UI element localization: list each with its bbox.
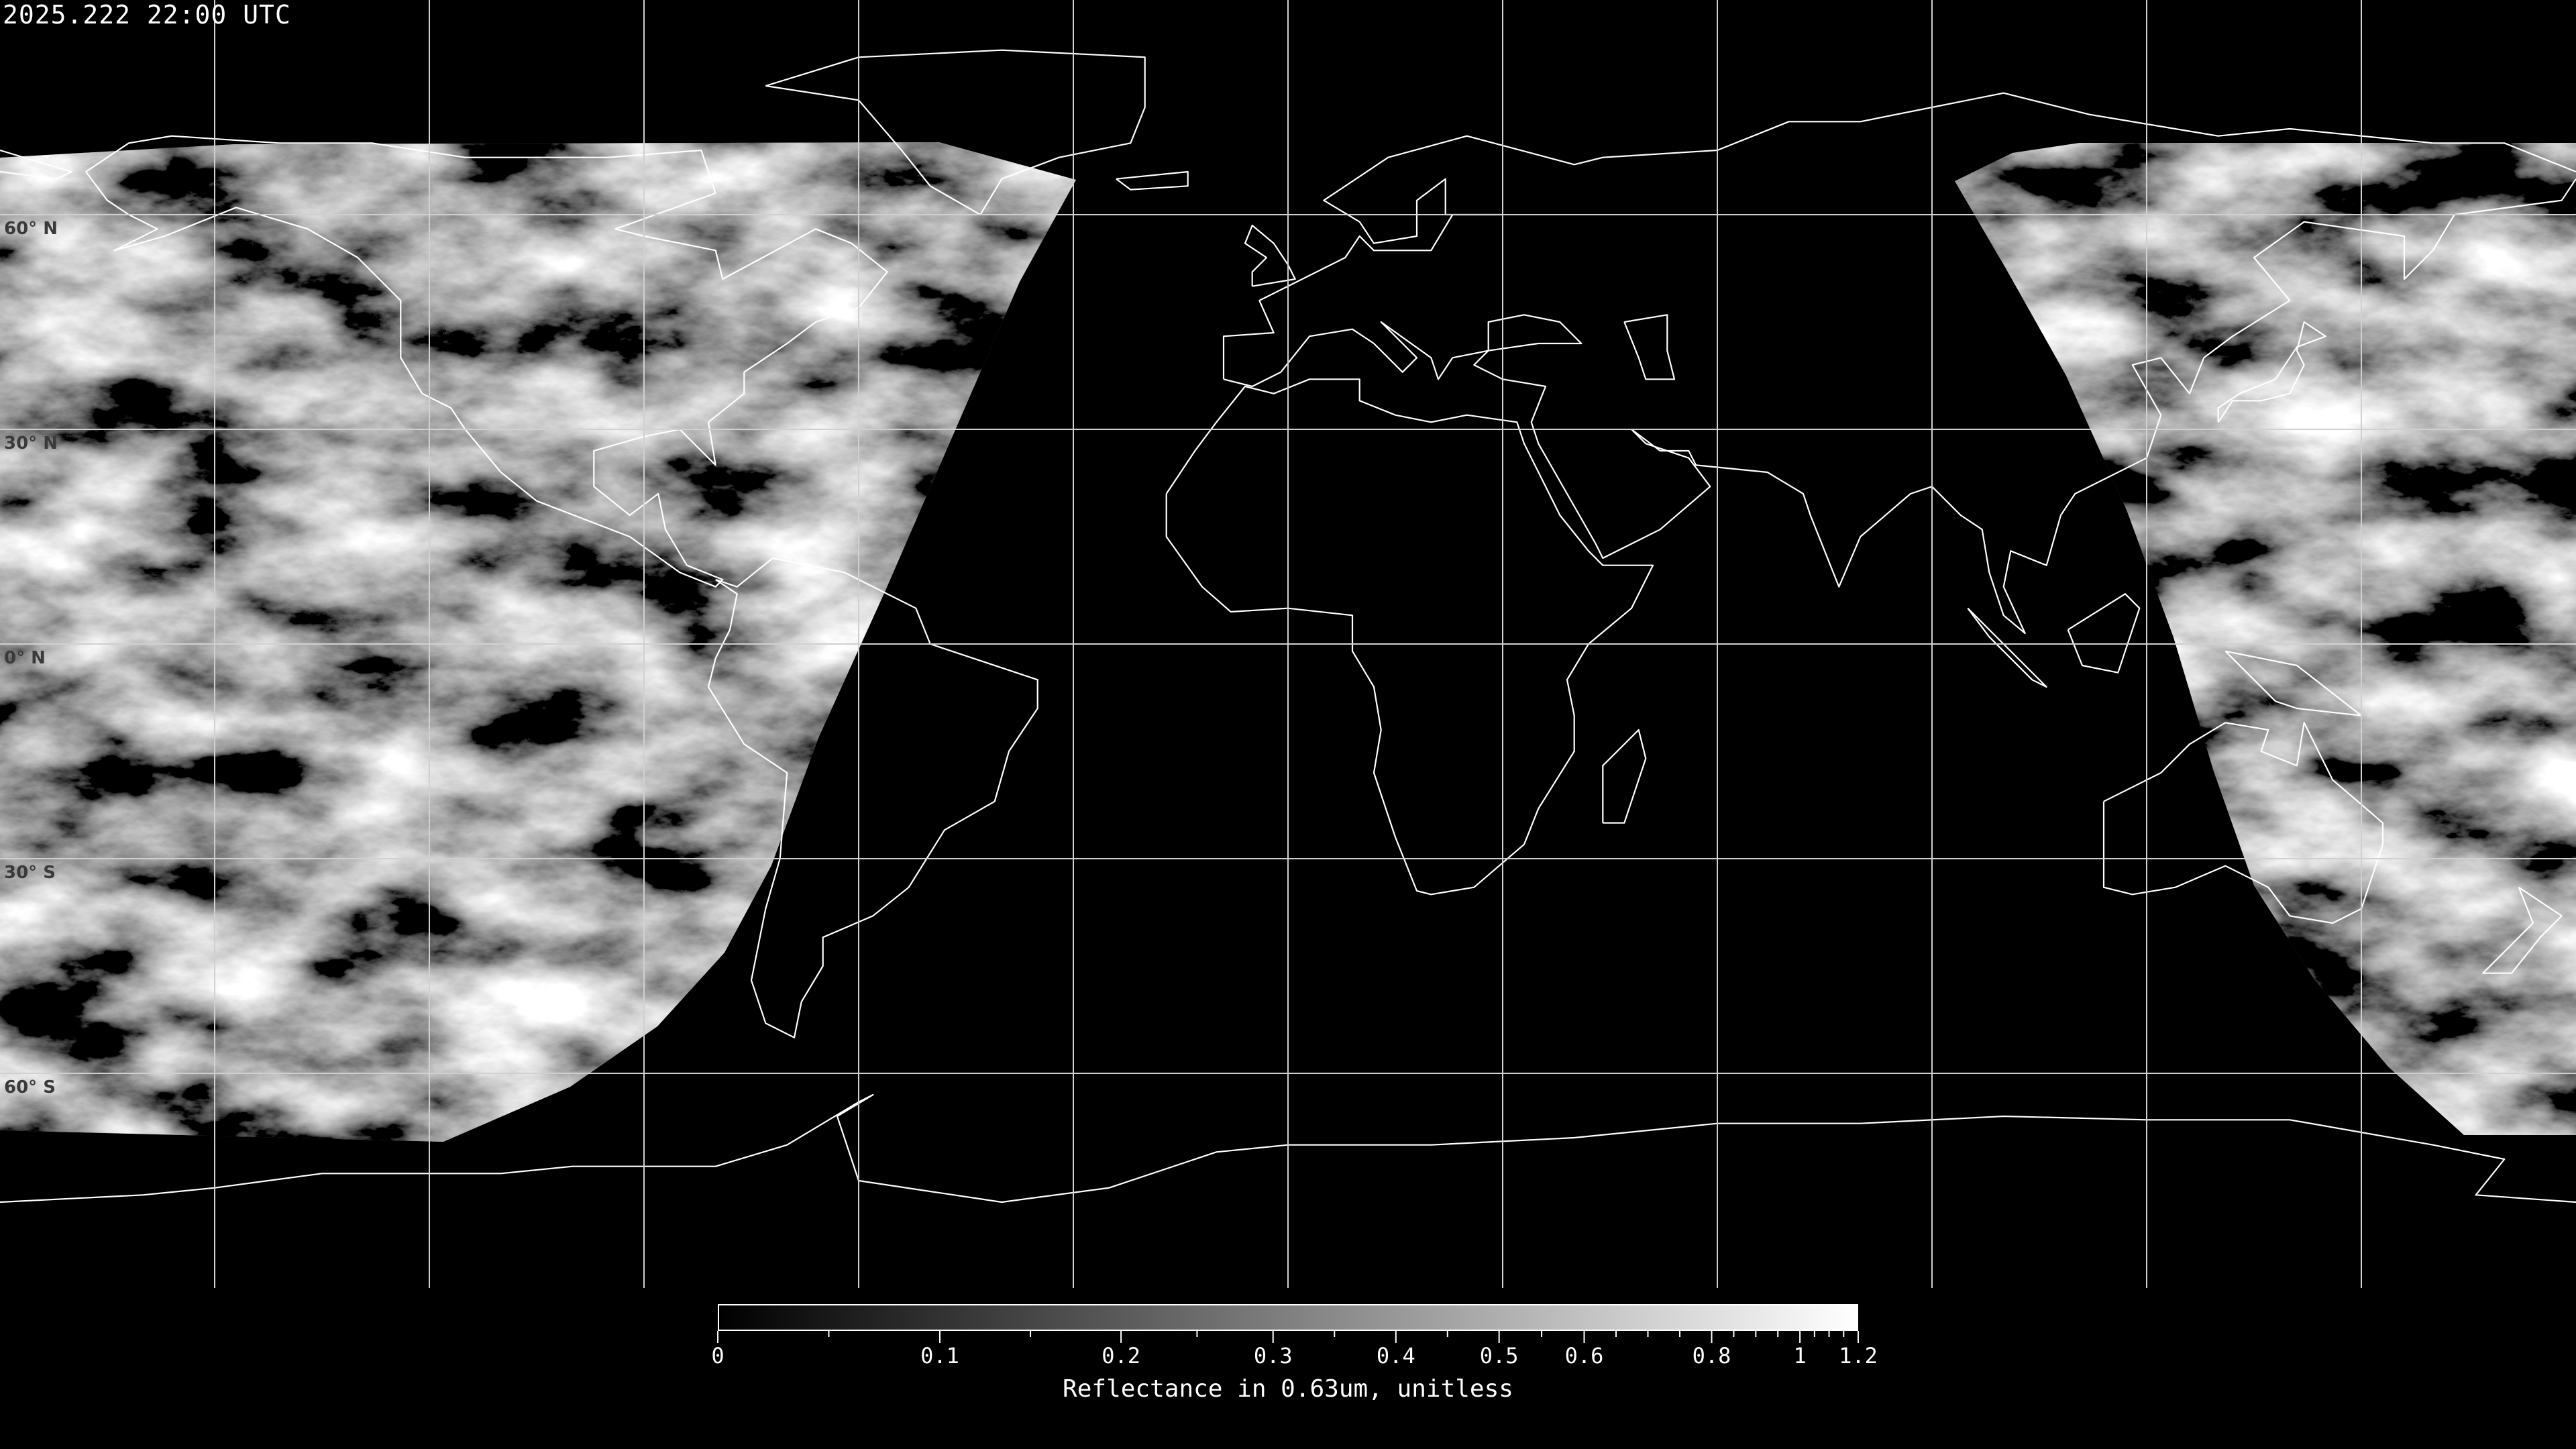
colorbar-tick-label: 0.4 [1376, 1343, 1415, 1368]
coastline-borneo [2067, 593, 2141, 674]
coastline-japan [2217, 321, 2326, 423]
coastline-new-zealand [2482, 886, 2563, 974]
colorbar-tick-label: 0.6 [1564, 1343, 1604, 1368]
timestamp-title: 2025.222 22:00 UTC [3, 0, 291, 30]
colorbar-tick-label: 1.2 [1839, 1343, 1878, 1368]
graticule [0, 0, 2576, 1288]
coastline-australia [2102, 722, 2384, 924]
coastlines [0, 49, 2576, 1203]
coastline-black-sea [1487, 314, 1582, 352]
lat-label-30n: 30° N [4, 433, 58, 453]
coastline-madagascar [1602, 729, 1647, 824]
lat-label-0: 0° N [4, 648, 46, 668]
colorbar [718, 1304, 1858, 1331]
colorbar-tick-label: 0.5 [1479, 1343, 1519, 1368]
colorbar-tick-label: 0.3 [1253, 1343, 1293, 1368]
coastline-greenland [765, 49, 1146, 216]
coastline-north-america [85, 135, 888, 588]
colorbar-title: Reflectance in 0.63um, unitless [1063, 1375, 1513, 1403]
colorbar-tick-label: 0.1 [920, 1343, 959, 1368]
colorbar-tick-label: 0.8 [1692, 1343, 1731, 1368]
colorbar-tick-label: 0.2 [1102, 1343, 1141, 1368]
lat-label-60s: 60° S [4, 1077, 56, 1097]
colorbar-tick-label: 0 [711, 1343, 724, 1368]
coastline-caspian [1623, 314, 1676, 380]
lat-label-60n: 60° N [4, 219, 58, 239]
coastline-uk [1244, 224, 1296, 287]
coastline-antarctica [0, 1093, 2576, 1203]
satellite-map [0, 0, 2576, 1288]
coastline-sumatra [1967, 607, 2047, 688]
colorbar-tick-label: 1 [1793, 1343, 1807, 1368]
coastline-south-america [707, 557, 1038, 1038]
coastline-eurasia [1222, 92, 2576, 380]
coastline-iceland [1116, 170, 1189, 191]
coastline-eurasia-s [1223, 178, 2576, 635]
coastline-new-guinea [2224, 650, 2363, 716]
coastline-chukotka [0, 149, 72, 180]
lat-label-30s: 30° S [4, 863, 56, 883]
